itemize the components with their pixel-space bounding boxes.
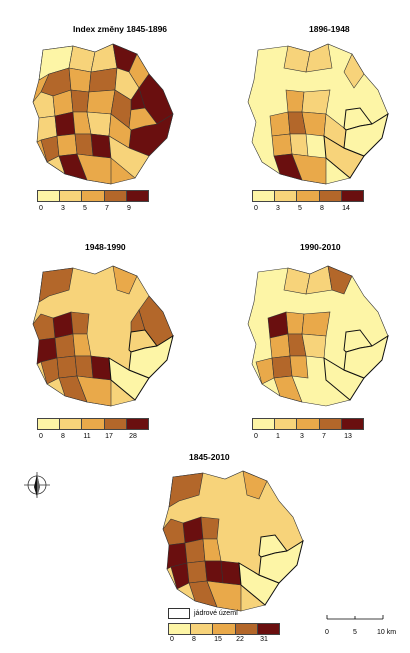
- legend-tick: 15: [214, 636, 222, 643]
- legend-swatch: [253, 419, 276, 429]
- north-arrow-icon: [22, 470, 52, 505]
- legend-tick: 0: [170, 636, 174, 643]
- choropleth-map: [32, 265, 174, 407]
- legend-tick: 3: [300, 433, 304, 440]
- legend-tick: 13: [344, 433, 352, 440]
- scale-bar: 0 5 10 km: [325, 611, 406, 639]
- legend-tick: 5: [298, 205, 302, 212]
- legend-tick: 0: [39, 205, 43, 212]
- legend-swatch: [253, 191, 276, 201]
- legend-tick: 3: [276, 205, 280, 212]
- panel-title: 1990-2010: [300, 242, 341, 252]
- legend-swatch: [191, 624, 214, 634]
- legend-tick: 5: [83, 205, 87, 212]
- legend-swatch: [275, 191, 298, 201]
- panel-title: 1896-1948: [309, 24, 350, 34]
- legend-swatch: [319, 191, 342, 201]
- legend-tick: 9: [127, 205, 131, 212]
- legend-swatch: [169, 624, 192, 634]
- scale-label: 10 km: [377, 629, 397, 636]
- legend-swatch: [126, 191, 149, 201]
- color-legend: [37, 190, 149, 202]
- legend-swatch: [275, 419, 298, 429]
- choropleth-map: [32, 43, 174, 185]
- legend-tick: 11: [83, 433, 91, 440]
- legend-tick: 0: [254, 205, 258, 212]
- choropleth-map: [247, 43, 389, 185]
- legend-swatch: [341, 419, 364, 429]
- panel-title: 1948-1990: [85, 242, 126, 252]
- legend-swatch: [60, 419, 83, 429]
- panel-title: Index změny 1845-1896: [73, 24, 168, 34]
- color-legend: [252, 418, 364, 430]
- legend-swatch: [60, 191, 83, 201]
- legend-tick: 7: [105, 205, 109, 212]
- legend-tick: 8: [320, 205, 324, 212]
- color-legend: [37, 418, 149, 430]
- choropleth-map: [247, 265, 389, 407]
- legend-tick: 22: [236, 636, 244, 643]
- choropleth-map: [162, 470, 304, 612]
- legend-tick: 7: [322, 433, 326, 440]
- legend-swatch: [213, 624, 236, 634]
- legend-tick: 8: [61, 433, 65, 440]
- legend-swatch: [297, 419, 320, 429]
- legend-swatch: [38, 419, 61, 429]
- legend-tick: 8: [192, 636, 196, 643]
- legend-swatch: [319, 419, 342, 429]
- color-legend: [252, 190, 364, 202]
- color-legend: [168, 623, 280, 635]
- legend-tick: 14: [342, 205, 350, 212]
- core-territory-legend: jádrové území: [168, 608, 238, 619]
- legend-swatch: [104, 191, 127, 201]
- legend-swatch: [297, 191, 320, 201]
- legend-tick: 31: [260, 636, 268, 643]
- legend-swatch: [341, 191, 364, 201]
- core-territory-swatch: [168, 608, 190, 619]
- legend-swatch: [257, 624, 280, 634]
- scale-bar-graphic: [326, 615, 384, 620]
- panel-title: 1845-2010: [189, 452, 230, 462]
- legend-swatch: [38, 191, 61, 201]
- legend-tick: 17: [105, 433, 113, 440]
- legend-swatch: [82, 191, 105, 201]
- scale-label: 5: [353, 629, 357, 636]
- core-territory-label: jádrové území: [194, 610, 238, 617]
- legend-tick: 3: [61, 205, 65, 212]
- legend-swatch: [126, 419, 149, 429]
- legend-tick: 1: [276, 433, 280, 440]
- legend-tick: 0: [39, 433, 43, 440]
- legend-swatch: [104, 419, 127, 429]
- scale-label: 0: [325, 629, 329, 636]
- legend-swatch: [82, 419, 105, 429]
- legend-tick: 0: [254, 433, 258, 440]
- legend-tick: 28: [129, 433, 137, 440]
- legend-swatch: [235, 624, 258, 634]
